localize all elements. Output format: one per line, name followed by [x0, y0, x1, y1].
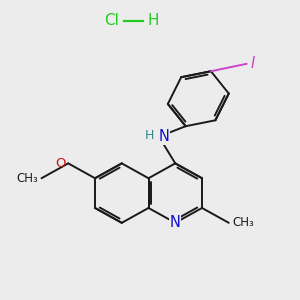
Text: CH₃: CH₃: [17, 172, 38, 185]
Text: I: I: [250, 56, 254, 71]
Text: CH₃: CH₃: [232, 216, 254, 229]
Text: O: O: [55, 157, 65, 170]
Text: Cl: Cl: [104, 13, 119, 28]
Text: N: N: [159, 129, 170, 144]
Text: H: H: [148, 13, 159, 28]
Text: N: N: [170, 215, 181, 230]
Text: H: H: [145, 129, 154, 142]
